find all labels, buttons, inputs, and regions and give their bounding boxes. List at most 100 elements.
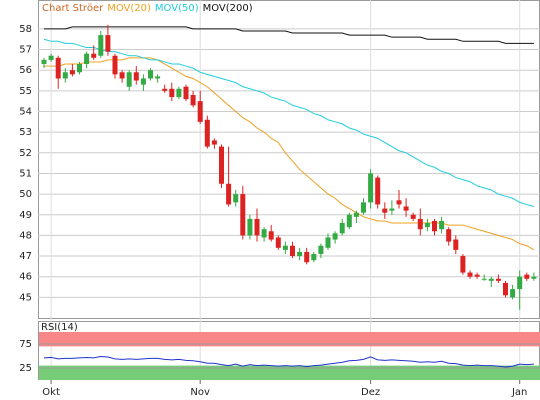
candle-body bbox=[503, 282, 508, 296]
candle-body bbox=[91, 53, 97, 58]
candle-body bbox=[353, 212, 359, 217]
candle-body bbox=[439, 220, 445, 230]
candle-body bbox=[424, 223, 430, 228]
candle-body bbox=[197, 101, 203, 122]
candle-body bbox=[204, 119, 210, 147]
candle-body bbox=[524, 274, 530, 279]
candle-body bbox=[410, 214, 416, 219]
candle-body bbox=[133, 72, 139, 81]
candle-body bbox=[290, 245, 295, 257]
panel-label: RSI(14) bbox=[41, 322, 78, 333]
candle-body bbox=[446, 229, 452, 242]
candle-body bbox=[275, 237, 281, 248]
candle-body bbox=[268, 231, 274, 240]
candle-body bbox=[169, 88, 175, 98]
legend-entry: Chart Ströer bbox=[42, 3, 104, 14]
candle-body bbox=[375, 177, 381, 205]
ma-line bbox=[44, 26, 534, 44]
candle-body bbox=[460, 256, 466, 273]
candle-body bbox=[148, 70, 153, 79]
candle-body bbox=[325, 237, 331, 248]
candle-body bbox=[183, 86, 189, 100]
candle-body bbox=[219, 146, 224, 184]
candle-body bbox=[417, 218, 423, 230]
candle-body bbox=[226, 183, 232, 205]
ma-line bbox=[43, 38, 535, 207]
candle-body bbox=[481, 278, 487, 280]
candle-body bbox=[105, 35, 111, 52]
candle-body bbox=[282, 245, 288, 250]
candle-body bbox=[311, 253, 317, 261]
y-tick-label: 54 bbox=[19, 107, 32, 118]
candle-body bbox=[69, 70, 75, 75]
legend-entry: MOV(50) bbox=[155, 3, 199, 14]
candle-body bbox=[261, 229, 267, 238]
x-tick-label: Nov bbox=[190, 387, 210, 398]
y-tick-label: 56 bbox=[19, 65, 32, 76]
x-tick-label: Jan bbox=[511, 387, 527, 398]
candle-body bbox=[155, 76, 161, 79]
candle-body bbox=[247, 218, 253, 236]
candle-body bbox=[339, 223, 345, 234]
y-tick-label: 50 bbox=[19, 189, 32, 200]
candle-body bbox=[432, 220, 437, 232]
y-tick-label: 58 bbox=[19, 24, 32, 35]
candle-body bbox=[98, 35, 104, 56]
y-tick-label: 48 bbox=[19, 230, 32, 241]
candle-body bbox=[62, 72, 68, 79]
candle-body bbox=[112, 55, 118, 75]
candle-body bbox=[403, 206, 409, 211]
candle-body bbox=[55, 57, 61, 79]
y-tick-label: 55 bbox=[19, 86, 32, 97]
candle-body bbox=[240, 194, 246, 236]
candle-body bbox=[119, 72, 125, 79]
candle-body bbox=[162, 88, 168, 91]
candle-body bbox=[84, 53, 90, 65]
y-tick-label: 45 bbox=[19, 292, 32, 303]
candle-body bbox=[304, 251, 310, 263]
candle-body bbox=[474, 274, 480, 277]
candle-body bbox=[368, 173, 374, 203]
candle-body bbox=[495, 278, 501, 281]
y-tick-label: 52 bbox=[19, 148, 32, 159]
candle-body bbox=[510, 289, 516, 298]
candle-body bbox=[531, 276, 537, 279]
candle-body bbox=[233, 194, 239, 203]
candle-body bbox=[254, 218, 260, 236]
candle-body bbox=[488, 278, 494, 281]
y-tick-label: 75 bbox=[19, 339, 32, 350]
candle-body bbox=[126, 72, 132, 87]
candle-body bbox=[176, 88, 182, 98]
legend-entry: MOV(20) bbox=[107, 3, 151, 14]
candle-body bbox=[48, 55, 54, 60]
candle-body bbox=[77, 64, 82, 73]
x-tick-label: Okt bbox=[42, 387, 60, 398]
ma-line bbox=[44, 57, 535, 251]
y-tick-label: 53 bbox=[19, 127, 32, 138]
candle-body bbox=[318, 245, 324, 254]
y-tick-label: 57 bbox=[19, 45, 32, 56]
candle-body bbox=[396, 200, 402, 205]
candle-body bbox=[453, 239, 459, 250]
candle-body bbox=[389, 208, 395, 211]
y-tick-label: 49 bbox=[19, 210, 32, 221]
legend-entry: MOV(200) bbox=[203, 3, 253, 14]
candle-body bbox=[467, 272, 473, 277]
candle-body bbox=[41, 59, 47, 65]
candle-body bbox=[190, 94, 196, 106]
candle-body bbox=[361, 202, 366, 213]
y-tick-label: 25 bbox=[19, 363, 32, 374]
candle-body bbox=[382, 208, 388, 213]
candle-body bbox=[517, 276, 523, 290]
y-tick-label: 47 bbox=[19, 251, 32, 262]
candle-body bbox=[211, 140, 217, 145]
y-tick-label: 46 bbox=[19, 272, 32, 283]
x-tick-label: Dez bbox=[361, 387, 380, 398]
candle-body bbox=[332, 233, 338, 240]
rsi-line bbox=[43, 355, 534, 368]
y-tick-label: 51 bbox=[19, 168, 32, 179]
candle-body bbox=[346, 214, 352, 228]
candle-body bbox=[297, 251, 303, 257]
rsi-band bbox=[39, 332, 540, 347]
